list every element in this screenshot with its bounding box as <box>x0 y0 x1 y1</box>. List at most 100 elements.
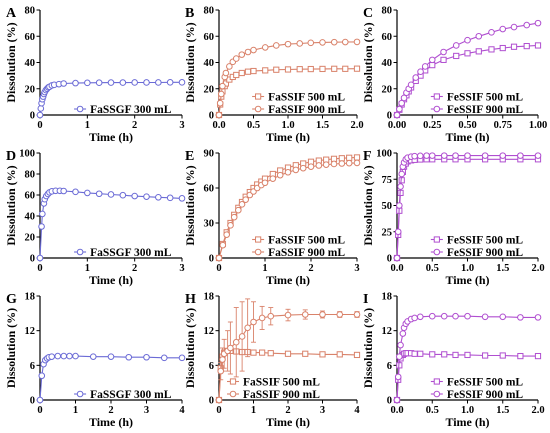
x-tick-label: 4 <box>354 405 360 416</box>
y-tick-label: 60 <box>382 32 393 43</box>
data-point <box>330 38 338 46</box>
x-tick-label: 1 <box>73 405 78 416</box>
data-point <box>72 352 79 360</box>
legend-label: FaSSGF 300 mL <box>90 389 172 401</box>
data-point <box>217 90 225 98</box>
data-point <box>441 351 448 358</box>
data-point <box>353 159 361 167</box>
data-point <box>398 99 405 107</box>
data-point <box>464 152 471 159</box>
panel-label: I <box>363 292 368 307</box>
data-point <box>393 111 401 119</box>
data-point <box>417 68 424 75</box>
legend-label: FaSSIF 500 mL <box>268 235 345 247</box>
data-point <box>393 254 401 262</box>
data-point <box>119 79 127 86</box>
data-point <box>238 333 246 340</box>
data-point <box>499 25 507 33</box>
data-point <box>232 338 240 346</box>
data-point <box>315 162 323 169</box>
data-point <box>453 52 460 60</box>
legend-label: FeSSIF 900 mL <box>447 389 524 401</box>
x-axis-title: Time (h) <box>89 273 133 287</box>
data-point <box>244 324 251 332</box>
x-tick-label: 3 <box>320 405 325 416</box>
x-tick-label: 0.5 <box>247 120 260 131</box>
y-tick-label: 20 <box>25 84 36 95</box>
data-point <box>417 350 424 357</box>
data-point <box>429 351 436 358</box>
data-point <box>534 152 542 159</box>
series-1 <box>393 152 542 262</box>
x-tick-label: 0.75 <box>494 120 512 131</box>
x-tick-label: 0 <box>37 405 42 416</box>
legend-label: FeSSIF 900 mL <box>447 247 524 259</box>
chart-panel-d: D 0 20 40 60 80 100 0 1 2 3 Time (h) Dissolution (%)… <box>4 149 186 287</box>
y-tick-label: 80 <box>25 170 36 181</box>
data-point <box>440 56 447 63</box>
data-point <box>411 152 418 160</box>
data-point <box>523 21 531 29</box>
data-point <box>421 63 429 70</box>
series-1 <box>215 159 361 262</box>
data-point <box>307 163 315 170</box>
data-point <box>39 210 46 218</box>
data-point <box>166 79 174 86</box>
data-point <box>452 42 460 49</box>
legend-label: FaSSIF 500 mL <box>243 377 320 389</box>
y-axis-title: Dissolution (%) <box>361 22 375 102</box>
y-tick-label: 75 <box>382 175 393 186</box>
data-point <box>330 160 338 168</box>
data-point <box>429 62 436 69</box>
y-tick-label: 100 <box>376 149 392 160</box>
data-point <box>452 312 459 320</box>
y-tick-label: 0 <box>30 111 35 122</box>
y-tick-label: 0 <box>387 111 392 122</box>
data-point <box>284 311 292 319</box>
x-tick-label: 0.25 <box>423 120 441 131</box>
data-point <box>235 206 242 214</box>
data-point <box>499 152 507 159</box>
data-point <box>250 318 257 326</box>
data-point <box>36 396 44 404</box>
x-tick-label: 0.0 <box>212 120 225 131</box>
series-0 <box>36 352 186 404</box>
series-1 <box>393 19 542 119</box>
data-point <box>336 351 343 358</box>
legend-marker <box>229 390 237 398</box>
data-point <box>36 254 44 262</box>
data-point <box>428 56 436 64</box>
data-point <box>396 105 403 113</box>
data-point <box>215 396 223 404</box>
y-tick-label: 12 <box>25 326 36 337</box>
data-point <box>143 193 150 200</box>
x-tick-label: 3 <box>354 263 359 274</box>
x-tick-label: 3 <box>179 263 184 274</box>
legend-marker <box>433 378 440 385</box>
data-point <box>84 189 91 197</box>
y-tick-label: 80 <box>382 6 393 17</box>
y-tick-label: 90 <box>204 149 215 160</box>
data-point <box>499 352 506 359</box>
legend-label: FaSSGF 300 mL <box>90 104 172 116</box>
series-1 <box>215 298 361 404</box>
legend-marker <box>76 390 84 398</box>
data-point <box>262 67 269 74</box>
series-1 <box>215 38 361 119</box>
x-axis-title: Time (h) <box>445 415 489 429</box>
y-axis-title: Dissolution (%) <box>183 22 197 102</box>
data-point <box>84 79 91 87</box>
x-tick-label: 2.0 <box>350 120 363 131</box>
data-point <box>215 254 223 262</box>
y-axis-title: Dissolution (%) <box>183 165 197 245</box>
legend-label: FeSSIF 500 mL <box>447 92 524 104</box>
data-point <box>534 314 542 321</box>
legend-marker <box>76 248 84 256</box>
data-point <box>250 349 257 356</box>
data-point <box>464 50 471 57</box>
x-tick-label: 2.0 <box>531 263 544 274</box>
y-tick-label: 20 <box>204 84 215 95</box>
y-axis-title: Dissolution (%) <box>4 22 18 102</box>
data-point <box>411 350 418 357</box>
